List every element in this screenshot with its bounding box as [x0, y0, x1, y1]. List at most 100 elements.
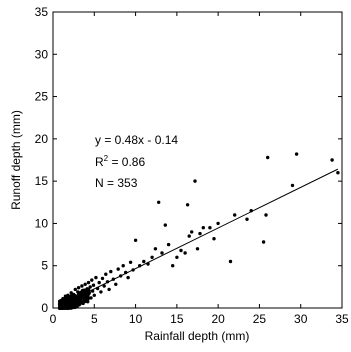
data-point: [179, 248, 183, 253]
data-point: [142, 259, 146, 264]
data-point: [261, 240, 266, 244]
data-point: [73, 287, 78, 292]
data-point: [290, 183, 295, 188]
data-point: [89, 296, 93, 300]
y-tick-label: 15: [35, 174, 49, 188]
data-point: [175, 255, 179, 259]
y-tick-label: 25: [35, 90, 49, 104]
data-point: [212, 237, 216, 241]
data-point: [160, 251, 164, 255]
r2-prefix: R: [95, 155, 104, 169]
plot-frame: [52, 11, 343, 309]
data-point: [80, 289, 84, 293]
data-point: [102, 284, 106, 288]
data-point: [80, 284, 84, 288]
data-point: [86, 287, 91, 291]
data-point: [190, 230, 194, 234]
x-tick-label: 35: [335, 312, 349, 326]
x-tick-label: 0: [50, 312, 57, 326]
data-point: [193, 179, 197, 183]
axes: 0 5 10 15 20 25 30 35 0 5 10 15 20 25 30 35: [35, 5, 349, 326]
data-point: [336, 171, 340, 175]
data-point: [171, 264, 175, 268]
data-point: [330, 158, 334, 162]
fit-line: [61, 168, 339, 306]
data-point: [126, 275, 130, 280]
data-point: [233, 213, 237, 217]
data-point: [90, 278, 94, 282]
y-axis-label: Runoff depth (mm): [9, 110, 23, 210]
data-point: [153, 247, 158, 251]
y-tick-label: 0: [41, 301, 48, 315]
data-point: [166, 242, 171, 247]
x-tick-label: 20: [211, 312, 225, 326]
data-point: [76, 286, 81, 290]
data-point: [107, 287, 111, 292]
data-point: [104, 272, 108, 276]
data-point: [264, 213, 268, 217]
data-point: [100, 276, 105, 281]
data-point: [77, 301, 82, 305]
data-point: [86, 280, 91, 285]
data-point: [94, 275, 98, 280]
data-point: [116, 267, 120, 271]
data-point: [121, 264, 125, 268]
annotations: y = 0.48x - 0.14 R2 = 0.86 N = 353: [95, 133, 178, 190]
data-point: [114, 282, 118, 286]
fit-line-group: [61, 168, 339, 306]
data-point: [92, 293, 97, 297]
data-point: [187, 234, 191, 238]
x-tick-label: 10: [129, 312, 143, 326]
data-point: [75, 304, 79, 309]
x-tick-label: 30: [294, 312, 308, 326]
data-point: [86, 300, 90, 304]
data-point: [109, 269, 113, 274]
data-point: [266, 155, 270, 160]
data-point: [71, 305, 76, 309]
data-point: [228, 259, 233, 264]
data-point: [82, 296, 86, 300]
data-point: [79, 298, 83, 302]
r2-superscript: 2: [104, 154, 109, 163]
data-point: [62, 298, 66, 302]
data-point: [133, 238, 138, 242]
data-point: [69, 291, 73, 295]
y-tick-label: 5: [41, 259, 48, 273]
x-tick-label: 25: [253, 312, 267, 326]
x-tick-label: 15: [170, 312, 184, 326]
data-point: [208, 226, 212, 230]
data-point: [201, 226, 205, 230]
data-point: [81, 301, 85, 305]
data-point: [195, 247, 200, 251]
equation-annotation: y = 0.48x - 0.14: [95, 133, 178, 147]
data-point: [97, 280, 101, 285]
data-point: [57, 299, 62, 304]
r2-annotation: R2 = 0.86: [95, 154, 145, 169]
data-point: [157, 200, 161, 204]
r2-suffix: = 0.86: [108, 155, 145, 169]
data-point: [128, 260, 133, 264]
data-point: [99, 290, 103, 294]
y-tick-label: 20: [35, 132, 49, 146]
data-point: [83, 282, 87, 286]
x-axis-label: Rainfall depth (mm): [145, 329, 250, 343]
data-point: [163, 223, 167, 227]
y-tick-label: 10: [35, 216, 49, 230]
data-point: [74, 301, 78, 305]
x-tick-label: 5: [91, 312, 98, 326]
data-point: [294, 152, 299, 156]
data-point: [86, 295, 90, 300]
y-tick-label: 35: [35, 5, 49, 19]
data-point: [216, 221, 220, 226]
data-point: [68, 304, 73, 309]
n-annotation: N = 353: [95, 176, 138, 190]
axis-labels: Rainfall depth (mm) Runoff depth (mm): [9, 110, 249, 343]
data-point: [91, 283, 96, 287]
data-point: [245, 217, 249, 221]
data-point: [183, 251, 187, 255]
data-point: [150, 255, 154, 259]
y-tick-label: 30: [35, 47, 49, 61]
data-point: [198, 231, 202, 236]
